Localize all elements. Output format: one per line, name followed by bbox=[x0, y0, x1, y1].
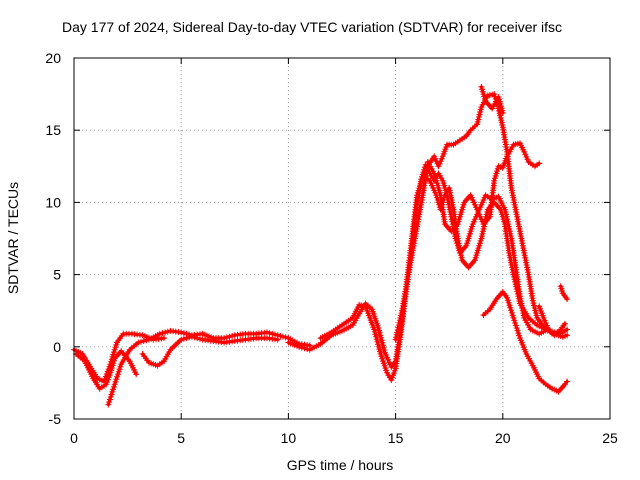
data-point-marker bbox=[143, 337, 150, 344]
data-point-marker bbox=[499, 109, 506, 116]
data-point-marker bbox=[133, 371, 140, 378]
data-point-marker bbox=[508, 307, 515, 314]
data-point-marker bbox=[296, 343, 303, 350]
data-point-marker bbox=[188, 333, 195, 340]
y-tick-label: 0 bbox=[53, 339, 61, 355]
data-point-marker bbox=[140, 338, 147, 344]
data-point-marker bbox=[191, 334, 198, 341]
data-point-marker bbox=[511, 317, 518, 324]
x-tick-label: 20 bbox=[495, 430, 511, 446]
data-point-marker bbox=[186, 334, 193, 341]
data-point-marker bbox=[564, 326, 571, 333]
x-tick-label: 25 bbox=[602, 430, 618, 446]
data-point-marker bbox=[564, 332, 571, 339]
data-point-marker bbox=[108, 391, 115, 398]
data-point-marker bbox=[269, 330, 276, 337]
data-point-marker bbox=[164, 328, 171, 335]
x-tick-label: 10 bbox=[281, 430, 297, 446]
y-tick-label: 10 bbox=[45, 194, 61, 210]
data-point-marker bbox=[159, 330, 166, 337]
series-track-11 bbox=[557, 283, 571, 303]
data-point-marker bbox=[301, 345, 308, 352]
data-point-marker bbox=[513, 325, 520, 331]
data-point-marker bbox=[562, 320, 568, 327]
x-tick-label: 5 bbox=[177, 430, 185, 446]
data-point-marker bbox=[162, 329, 169, 336]
chart-title: Day 177 of 2024, Sidereal Day-to-day VTE… bbox=[62, 19, 562, 35]
series-track-9 bbox=[478, 83, 506, 116]
data-point-marker bbox=[180, 330, 187, 337]
data-point-marker bbox=[436, 160, 443, 167]
data-point-marker bbox=[105, 401, 112, 408]
data-point-marker bbox=[264, 329, 270, 336]
y-tick-label: 20 bbox=[45, 50, 61, 66]
data-point-marker bbox=[298, 344, 305, 351]
x-axis-label: GPS time / hours bbox=[287, 457, 394, 473]
y-tick-label: -5 bbox=[49, 411, 62, 427]
series-track-12 bbox=[536, 303, 568, 337]
series-track-8 bbox=[424, 140, 543, 235]
series-track-3 bbox=[105, 327, 313, 408]
data-point-marker bbox=[564, 378, 571, 385]
data-point-marker bbox=[282, 334, 289, 341]
data-point-marker bbox=[135, 339, 142, 346]
data-point-marker bbox=[541, 317, 548, 324]
y-tick-label: 5 bbox=[53, 267, 61, 283]
y-tick-label: 15 bbox=[45, 122, 61, 138]
data-point-marker bbox=[536, 160, 543, 167]
x-tick-label: 0 bbox=[70, 430, 78, 446]
data-point-marker bbox=[197, 335, 203, 342]
data-point-marker bbox=[280, 333, 286, 340]
series-line-track-10 bbox=[481, 290, 569, 394]
data-point-marker bbox=[277, 333, 284, 339]
y-axis-label: SDTVAR / TECUs bbox=[5, 182, 21, 294]
data-point-marker bbox=[110, 383, 117, 390]
x-tick-label: 15 bbox=[388, 430, 404, 446]
data-point-marker bbox=[183, 335, 190, 342]
data-point-marker bbox=[504, 297, 511, 304]
data-series bbox=[71, 83, 571, 408]
data-point-marker bbox=[161, 335, 167, 342]
series-track-4 bbox=[139, 333, 281, 369]
axis-ticks: 0 5 10 15 20 25 -5 0 5 10 15 20 bbox=[45, 50, 618, 446]
data-point-marker bbox=[156, 330, 163, 337]
data-point-marker bbox=[138, 338, 144, 345]
data-point-marker bbox=[178, 336, 185, 343]
data-point-marker bbox=[117, 363, 124, 370]
plot-frame bbox=[73, 57, 611, 420]
data-point-marker bbox=[266, 330, 273, 337]
data-point-marker bbox=[114, 373, 121, 380]
data-point-marker bbox=[178, 329, 185, 336]
data-point-marker bbox=[180, 335, 187, 342]
data-point-marker bbox=[229, 333, 236, 339]
data-point-marker bbox=[524, 156, 531, 163]
data-point-marker bbox=[274, 336, 281, 343]
data-point-marker bbox=[564, 296, 571, 303]
data-point-marker bbox=[194, 335, 201, 342]
series-track-10 bbox=[480, 288, 571, 395]
